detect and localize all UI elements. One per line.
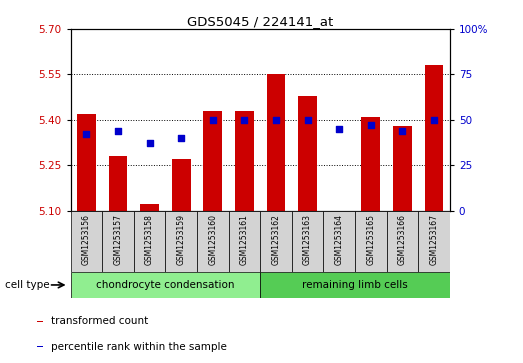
Text: GSM1253157: GSM1253157: [113, 213, 122, 265]
Bar: [134, 211, 165, 272]
Point: [82, 131, 90, 137]
Point: [145, 140, 154, 146]
Text: GSM1253158: GSM1253158: [145, 213, 154, 265]
Bar: [260, 272, 450, 298]
Bar: [298, 95, 317, 211]
Text: GSM1253167: GSM1253167: [429, 213, 438, 265]
Bar: [425, 65, 444, 211]
Point: [303, 117, 312, 123]
Text: GSM1253156: GSM1253156: [82, 213, 91, 265]
Bar: [37, 346, 43, 347]
Bar: [260, 211, 292, 272]
Point: [272, 117, 280, 123]
Text: GSM1253160: GSM1253160: [208, 213, 217, 265]
Bar: [140, 204, 159, 211]
Bar: [361, 117, 380, 211]
Point: [177, 135, 185, 141]
Bar: [37, 321, 43, 322]
Bar: [203, 111, 222, 211]
Bar: [77, 114, 96, 211]
Point: [430, 117, 438, 123]
Text: remaining limb cells: remaining limb cells: [302, 280, 408, 290]
Point: [240, 117, 248, 123]
Text: cell type: cell type: [5, 280, 50, 290]
Text: GSM1253159: GSM1253159: [177, 213, 186, 265]
Text: GSM1253165: GSM1253165: [366, 213, 376, 265]
Bar: [71, 211, 102, 272]
Bar: [165, 211, 197, 272]
Bar: [102, 211, 134, 272]
Point: [114, 128, 122, 134]
Bar: [386, 211, 418, 272]
Point: [209, 117, 217, 123]
Title: GDS5045 / 224141_at: GDS5045 / 224141_at: [187, 15, 333, 28]
Bar: [229, 211, 260, 272]
Bar: [197, 211, 229, 272]
Text: GSM1253166: GSM1253166: [398, 213, 407, 265]
Text: chondrocyte condensation: chondrocyte condensation: [96, 280, 235, 290]
Bar: [355, 211, 386, 272]
Bar: [267, 74, 286, 211]
Text: GSM1253161: GSM1253161: [240, 213, 249, 265]
Point: [398, 128, 406, 134]
Text: GSM1253163: GSM1253163: [303, 213, 312, 265]
Text: GSM1253162: GSM1253162: [271, 213, 280, 265]
Bar: [323, 211, 355, 272]
Point: [367, 122, 375, 128]
Text: GSM1253164: GSM1253164: [335, 213, 344, 265]
Bar: [235, 111, 254, 211]
Bar: [292, 211, 323, 272]
Bar: [393, 126, 412, 211]
Bar: [418, 211, 450, 272]
Bar: [109, 156, 128, 211]
Text: transformed count: transformed count: [51, 316, 148, 326]
Text: percentile rank within the sample: percentile rank within the sample: [51, 342, 227, 352]
Point: [335, 126, 344, 132]
Bar: [172, 159, 191, 211]
Bar: [71, 272, 260, 298]
